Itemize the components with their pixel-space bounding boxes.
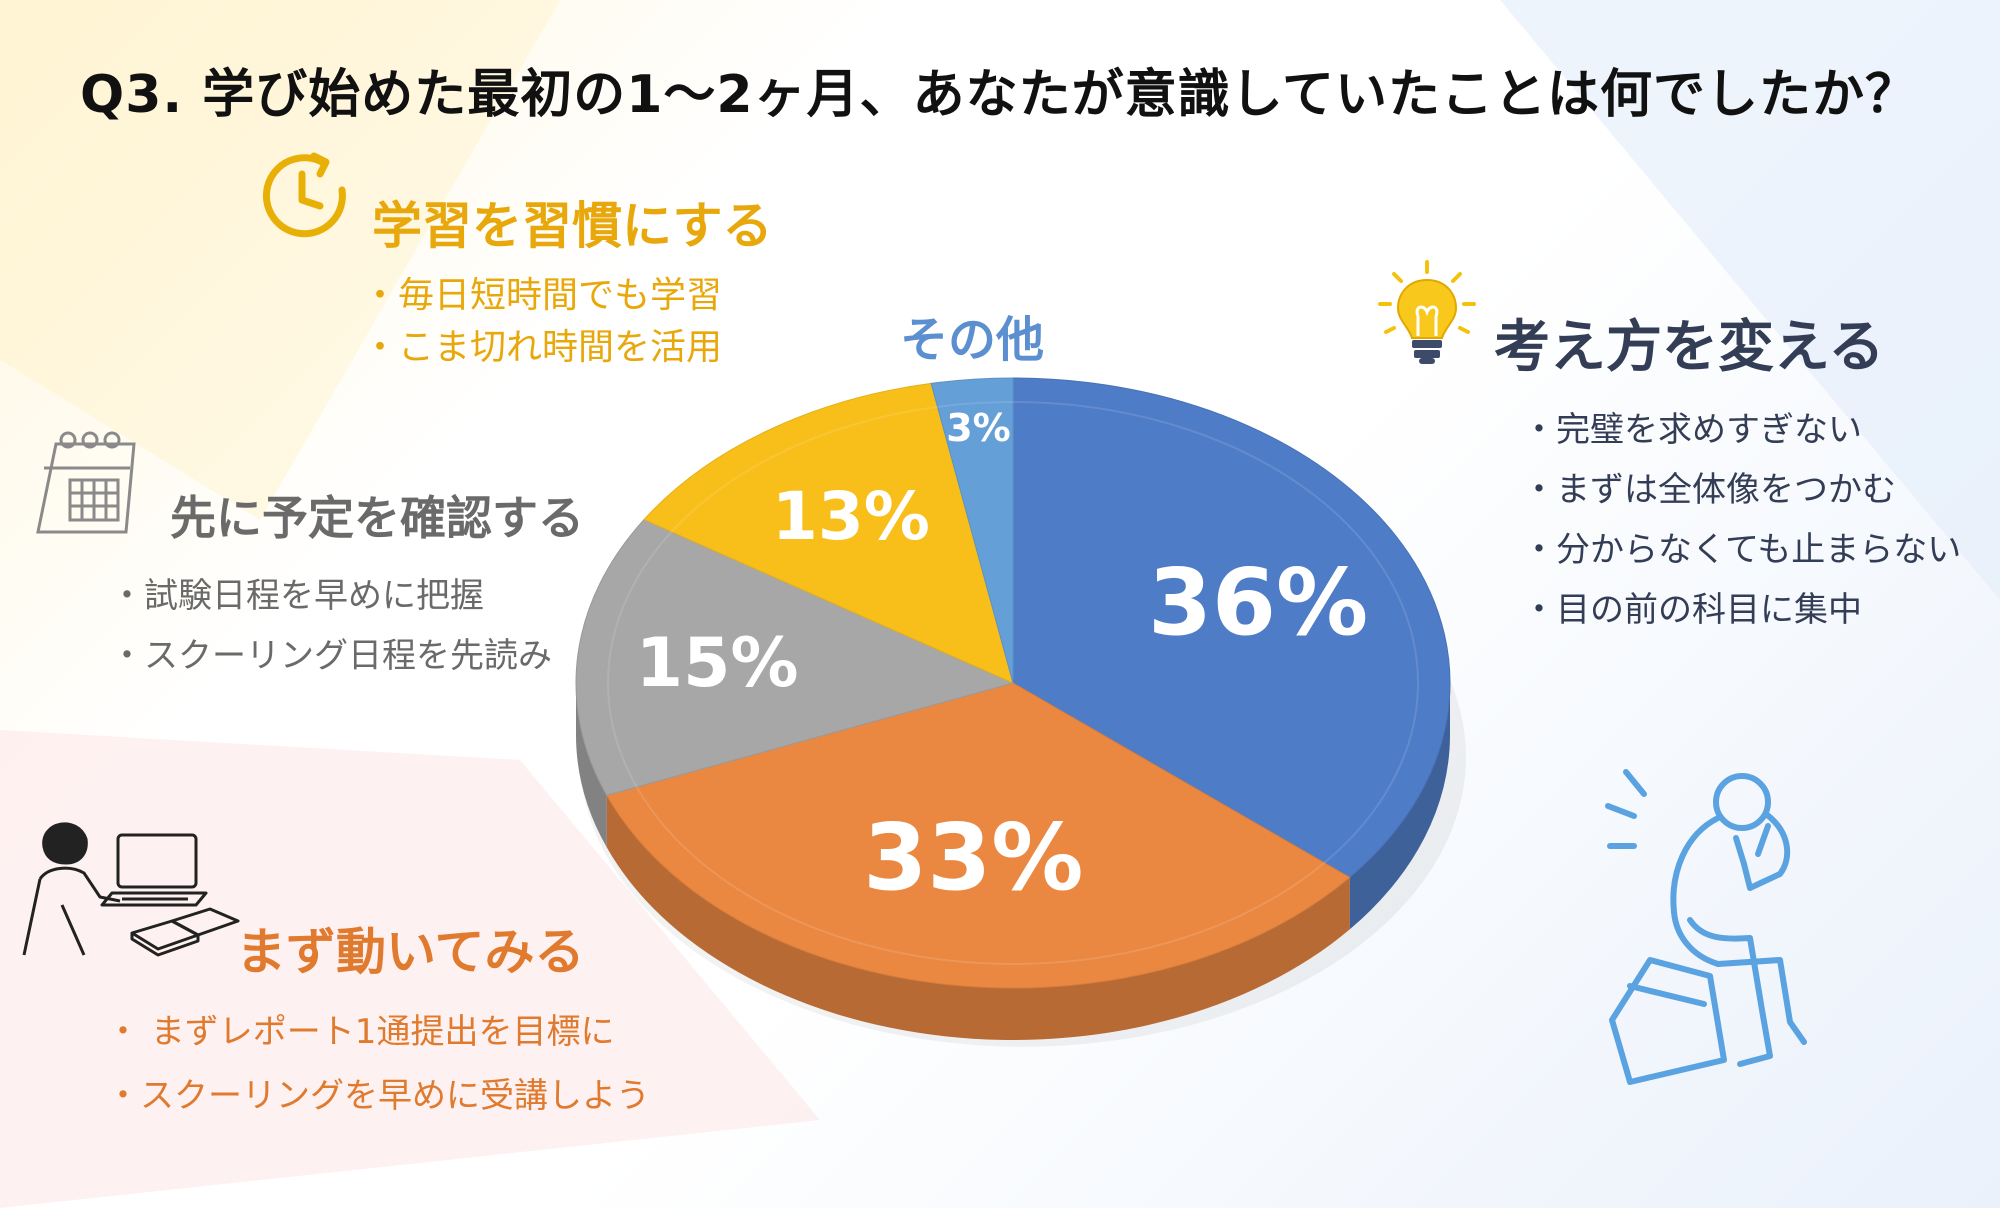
pie-slice-2 xyxy=(575,518,1015,796)
pie-side-2 xyxy=(576,683,607,848)
pie-slice-4 xyxy=(930,377,1014,684)
list-item: ・スクーリング日程を先読み xyxy=(110,636,552,676)
mindset-list: ・完璧を求めすぎない ・まずは全体像をつかむ ・分からなくても止まらない ・目の… xyxy=(1522,400,1961,640)
pie-label-1: 33% xyxy=(863,804,1083,911)
other-title: その他 xyxy=(900,312,1045,368)
schedule-title: 先に予定を確認する xyxy=(170,491,584,545)
page-title: Q3. 学び始めた最初の1～2ヶ月、あなたが意識していたことは何でしたか？ xyxy=(80,65,1919,125)
pie-slice-1 xyxy=(605,682,1351,989)
lightbulb-icon xyxy=(1378,260,1476,364)
list-item: ・毎日短時間でも学習 xyxy=(362,275,723,316)
list-item: ・完璧を求めすぎない xyxy=(1522,410,1862,450)
pie-highlight xyxy=(607,401,1419,965)
pie-side-0 xyxy=(1349,683,1450,930)
list-item: ・目の前の科目に集中 xyxy=(1522,590,1862,630)
list-item: ・スクーリングを早めに受講しよう xyxy=(106,1076,650,1116)
action-list: ・ まずレポート1通提出を目標に ・スクーリングを早めに受講しよう xyxy=(106,1000,650,1128)
calendar-icon xyxy=(36,431,136,534)
student-laptop-icon xyxy=(22,822,240,957)
list-item: ・こま切れ時間を活用 xyxy=(362,327,723,368)
pie-label-0: 36% xyxy=(1148,549,1368,656)
list-item: ・試験日程を早めに把握 xyxy=(110,576,484,616)
list-item: ・まずは全体像をつかむ xyxy=(1522,470,1896,510)
list-item: ・分からなくても止まらない xyxy=(1522,530,1962,570)
pie-slice-0 xyxy=(1012,377,1451,879)
habit-title: 学習を習慣にする xyxy=(372,197,773,255)
action-title: まず動いてみる xyxy=(236,923,585,981)
list-item: ・ まずレポート1通提出を目標に xyxy=(106,1012,615,1052)
pie-label-4: 3% xyxy=(946,406,1011,450)
pie-label-2: 15% xyxy=(636,624,799,703)
schedule-list: ・試験日程を早めに把握 ・スクーリング日程を先読み xyxy=(110,566,552,686)
mindset-title: 考え方を変える xyxy=(1494,315,1885,380)
habit-list: ・毎日短時間でも学習 ・こま切れ時間を活用 xyxy=(362,270,722,374)
clock-icon xyxy=(262,152,346,238)
pie-label-3: 13% xyxy=(772,478,930,555)
pie-slice-3 xyxy=(643,382,1014,684)
pie-side-1 xyxy=(606,795,1350,1041)
thinker-icon xyxy=(1605,769,1807,1085)
